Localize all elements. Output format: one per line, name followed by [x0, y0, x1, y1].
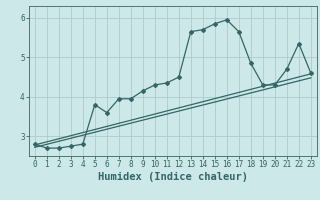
X-axis label: Humidex (Indice chaleur): Humidex (Indice chaleur) [98, 172, 248, 182]
